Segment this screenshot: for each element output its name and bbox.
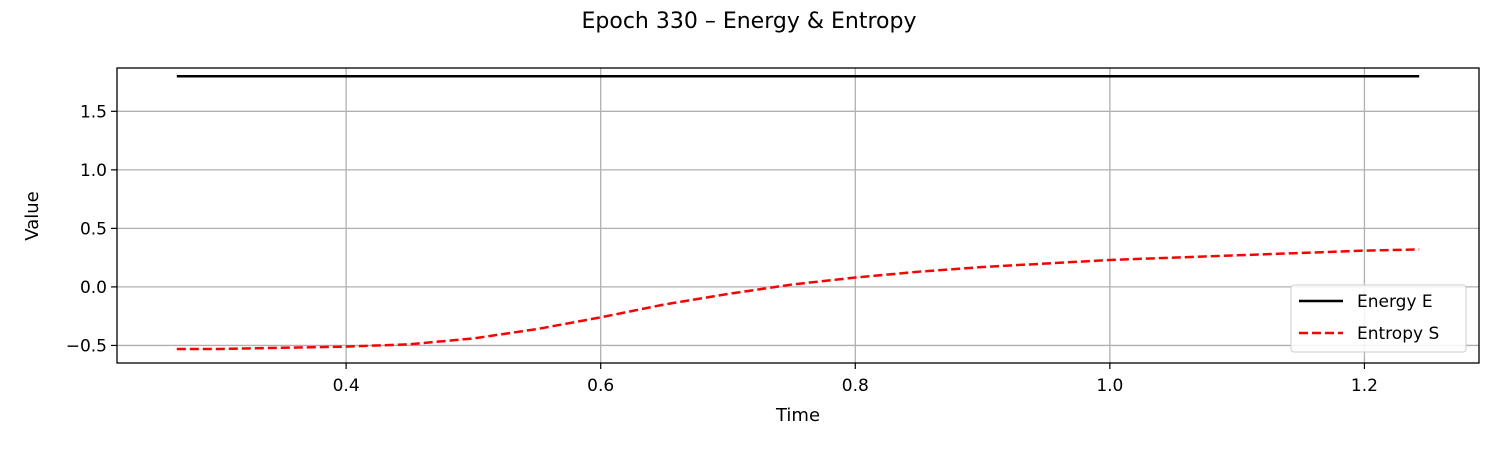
legend-label-entropy: Entropy S [1357,324,1439,344]
x-tick-label: 1.2 [1351,376,1378,396]
chart-title: Epoch 330 – Energy & Entropy [582,9,917,34]
x-tick-label: 0.8 [842,376,869,396]
legend-label-energy: Energy E [1357,292,1433,312]
plot-series [176,74,1420,351]
x-axis-label: Time [775,405,820,426]
x-tick-label: 0.6 [587,376,614,396]
y-axis-label: Value [22,191,43,240]
y-tick-label: −0.5 [66,336,107,356]
y-tick-label: 1.5 [80,102,107,122]
y-tick-label: 0.5 [80,219,107,239]
grid [117,68,1479,363]
y-tick-label: 1.0 [80,161,107,181]
x-tick-label: 1.0 [1096,376,1123,396]
x-tick-label: 0.4 [333,376,360,396]
series-line-entropy [176,248,1420,351]
legend: Energy E Entropy S [1290,284,1467,353]
y-tick-label: 0.0 [80,278,107,298]
plot-frame [116,67,1480,364]
axis-ticks: 0.4 0.6 0.8 1.0 1.2 −0.5 0.0 0.5 1.0 1.5 [66,102,1378,396]
